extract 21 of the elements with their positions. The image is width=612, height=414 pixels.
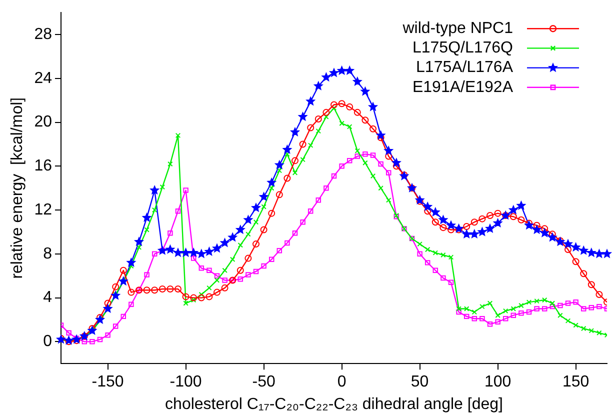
- x-tick-label: 100: [484, 374, 512, 391]
- y-tick-label: 4: [43, 289, 52, 306]
- legend-label: L175A/L176A: [416, 59, 514, 76]
- x-tick-label: 150: [562, 374, 590, 391]
- x-tick-label: 0: [337, 374, 346, 391]
- y-tick-label: 28: [34, 26, 52, 43]
- x-axis-title: cholesterol C₁₇-C₂₀-C₂₂-C₂₃ dihedral angle [deg]: [165, 396, 503, 413]
- legend-label: wild-type NPC1: [402, 20, 514, 38]
- x-tick-label: 50: [410, 374, 429, 391]
- x-tick-label: -50: [252, 374, 276, 391]
- y-tick-label: 8: [43, 245, 52, 262]
- y-tick-label: 12: [34, 201, 52, 218]
- legend-label: L175Q/L176Q: [412, 40, 513, 57]
- x-tick-label: -100: [170, 374, 202, 391]
- y-tick-label: 0: [43, 333, 52, 350]
- y-tick-label: 16: [34, 158, 52, 175]
- x-tick-label: -150: [92, 374, 124, 391]
- y-tick-label: 20: [34, 114, 52, 131]
- y-tick-label: 24: [34, 70, 52, 87]
- legend-label: E191A/E192A: [412, 78, 514, 96]
- y-axis-title: relative energy [kcal/mol]: [9, 97, 26, 279]
